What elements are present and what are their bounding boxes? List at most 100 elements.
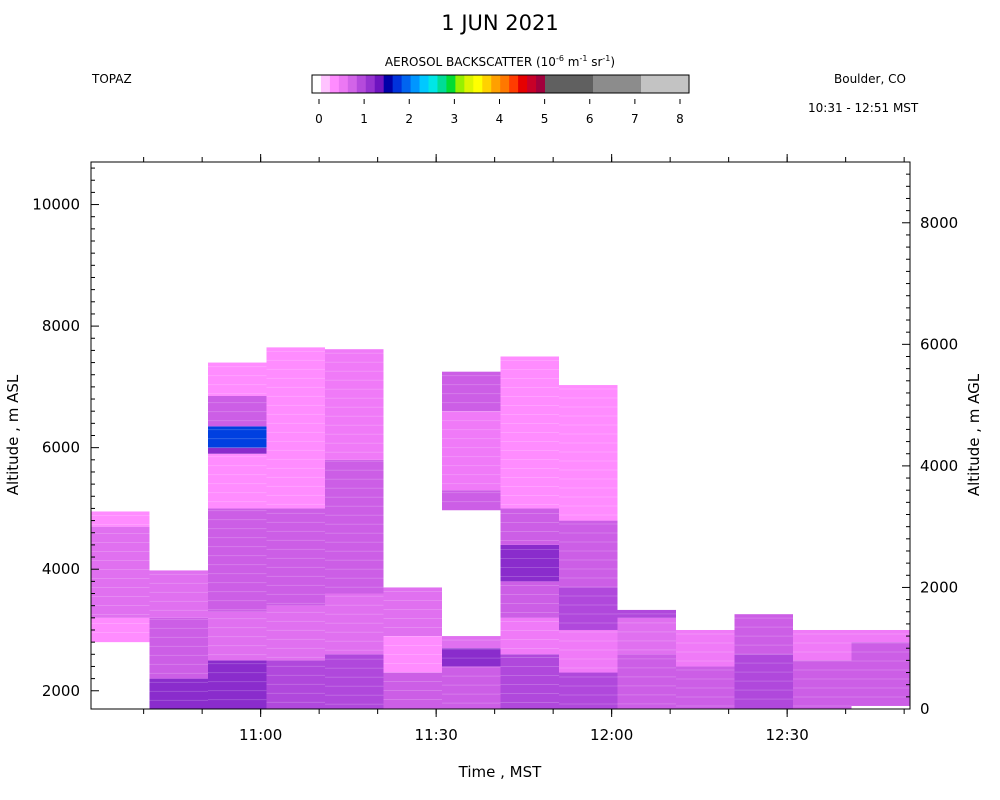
heatmap-cell <box>208 611 267 661</box>
colorbar-title-exp2: -1 <box>579 54 588 63</box>
colorbar-swatch <box>500 75 510 93</box>
colorbar-swatch <box>312 75 322 93</box>
heatmap-cell <box>442 411 501 491</box>
heatmap-cell <box>383 636 442 673</box>
heatmap-cell <box>325 459 384 594</box>
colorbar-swatch <box>383 75 394 93</box>
y-right-tick-label: 2000 <box>920 578 958 596</box>
heatmap-cell <box>266 660 325 709</box>
heatmap-cell <box>208 447 267 454</box>
heatmap-cell <box>208 660 267 709</box>
heatmap-cell <box>559 587 618 630</box>
heatmap-cell <box>442 636 501 649</box>
heatmap-cell <box>383 587 442 637</box>
heatmap-cell <box>325 593 384 655</box>
heatmap-cell <box>208 395 267 427</box>
heatmap-cell <box>208 426 267 448</box>
colorbar-title: AEROSOL BACKSCATTER (10-6 m-1 sr-1) <box>310 54 690 69</box>
heatmap-cell <box>793 660 852 709</box>
location-label: Boulder, CO <box>834 72 906 86</box>
colorbar-swatch <box>374 75 385 93</box>
y-right-tick-label: 4000 <box>920 457 958 475</box>
heatmap-cell <box>325 654 384 709</box>
heatmap-cell <box>676 629 735 667</box>
heatmap-cell <box>442 666 501 709</box>
heatmap-cell <box>851 629 910 643</box>
colorbar-swatch <box>392 75 403 93</box>
heatmap-cell <box>500 508 559 545</box>
colorbar-swatch <box>446 75 456 93</box>
heatmap-cell <box>208 453 267 509</box>
heatmap-cell <box>91 511 150 527</box>
heatmap-cell <box>266 605 325 661</box>
colorbar-swatch <box>536 75 546 93</box>
heatmap-cell <box>851 642 910 706</box>
axes: 2000 4000 6000 8000 10000 0 2000 4000 6000 8000 11… <box>32 154 958 744</box>
colorbar-swatch <box>338 75 349 93</box>
heatmap-cell <box>149 678 208 709</box>
colorbar-swatch <box>347 75 358 93</box>
heatmap-cell <box>325 349 384 460</box>
y-right-axis-title: Altitude , m AGL <box>965 373 983 496</box>
colorbar-frame <box>311 74 690 94</box>
y-left-axis-title: Altitude , m ASL <box>4 374 22 495</box>
colorbar-title-end: ) <box>610 55 616 69</box>
colorbar-swatch <box>464 75 474 93</box>
colorbar-swatch <box>518 75 528 93</box>
time-span-label: 10:31 - 12:51 MST <box>808 101 919 115</box>
x-tick-label: 12:30 <box>766 726 809 744</box>
heatmap-cell <box>500 581 559 618</box>
y-left-tick-label: 10000 <box>32 196 80 214</box>
heatmap-cell <box>676 666 735 709</box>
heatmap-cell <box>500 356 559 509</box>
heatmap-cell <box>617 654 676 709</box>
colorbar-swatch <box>320 75 331 93</box>
y-left-tick-label: 8000 <box>42 317 80 335</box>
colorbar-swatch <box>593 75 642 93</box>
colorbar-swatch <box>356 75 367 93</box>
chart-title: 1 JUN 2021 <box>441 11 559 35</box>
heatmap-cell <box>91 617 150 643</box>
colorbar-swatch <box>491 75 501 93</box>
colorbar-tick-label: 8 <box>676 112 684 126</box>
colorbar-swatch <box>473 75 483 93</box>
heatmap-cell <box>500 617 559 655</box>
colorbar-swatch <box>545 75 594 93</box>
heatmap-cell <box>149 570 208 618</box>
heatmap-cell <box>442 371 501 412</box>
colorbar-title-main: AEROSOL BACKSCATTER (10 <box>384 55 556 69</box>
colorbar-swatch <box>329 75 340 93</box>
heatmap-cell <box>734 654 793 709</box>
heatmap-cell <box>91 526 150 618</box>
heatmap-cell <box>266 347 325 509</box>
heatmap-cell <box>208 362 267 396</box>
colorbar-swatch <box>482 75 492 93</box>
y-left-tick-label: 4000 <box>42 560 80 578</box>
colorbar-swatch <box>455 75 465 93</box>
y-left-tick-label: 6000 <box>42 439 80 457</box>
colorbar-swatch <box>428 75 439 93</box>
colorbar-tick-label: 6 <box>586 112 594 126</box>
colorbar-tick-label: 3 <box>451 112 459 126</box>
heatmap-cell <box>617 609 676 618</box>
colorbar-swatch <box>419 75 430 93</box>
heatmap-cell <box>793 629 852 661</box>
heatmap-cell <box>559 385 618 521</box>
colorbar-swatch <box>365 75 376 93</box>
x-tick-label: 12:00 <box>590 726 633 744</box>
colorbar-swatch <box>410 75 421 93</box>
heatmap-cell <box>500 544 559 582</box>
colorbar-tick-label: 5 <box>541 112 549 126</box>
colorbar-tick-label: 1 <box>360 112 368 126</box>
colorbar-swatch <box>527 75 537 93</box>
heatmap-cell <box>500 654 559 709</box>
x-tick-label: 11:30 <box>415 726 458 744</box>
y-right-tick-label: 6000 <box>920 335 958 353</box>
heatmap-cell <box>266 508 325 606</box>
colorbar-swatch <box>437 75 448 93</box>
x-axis-title: Time , MST <box>458 763 542 781</box>
colorbar-title-mid1: m <box>563 55 580 69</box>
colorbar-swatch <box>401 75 412 93</box>
y-left-tick-label: 2000 <box>42 682 80 700</box>
